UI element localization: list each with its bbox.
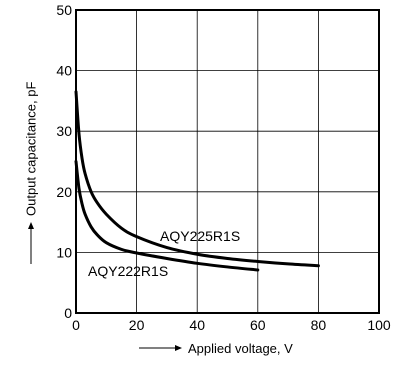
series-lines: [74, 90, 320, 272]
grid: [76, 10, 379, 313]
y-tick-label: 10: [56, 244, 72, 260]
series-label-aqy225r1s: AQY225R1S: [160, 228, 240, 244]
series-line-aqy225r1s: [74, 90, 320, 268]
x-axis-label: Applied voltage, V: [188, 341, 293, 356]
x-tick-label: 20: [129, 317, 145, 333]
x-axis-arrow-head: [175, 345, 182, 351]
y-tick-label: 40: [56, 63, 72, 79]
tick-labels: 0 20 40 60 80 100 0 10 20 30 40 50: [56, 2, 390, 333]
y-tick-label: 30: [56, 123, 72, 139]
y-axis-label: Output capacitance, pF: [24, 82, 39, 216]
x-tick-label: 0: [72, 317, 80, 333]
y-tick-label: 0: [64, 305, 72, 321]
y-tick-label: 50: [56, 2, 72, 18]
y-axis-title: Output capacitance, pF: [24, 82, 39, 264]
x-tick-label: 40: [189, 317, 205, 333]
x-tick-label: 100: [367, 317, 391, 333]
x-tick-label: 60: [250, 317, 266, 333]
y-tick-label: 20: [56, 184, 72, 200]
series-label-aqy222r1s: AQY222R1S: [88, 263, 168, 279]
x-axis-title: Applied voltage, V: [139, 341, 293, 356]
series-line-aqy222r1s: [74, 160, 260, 272]
x-tick-label: 80: [311, 317, 327, 333]
y-axis-arrow-head: [28, 222, 34, 229]
